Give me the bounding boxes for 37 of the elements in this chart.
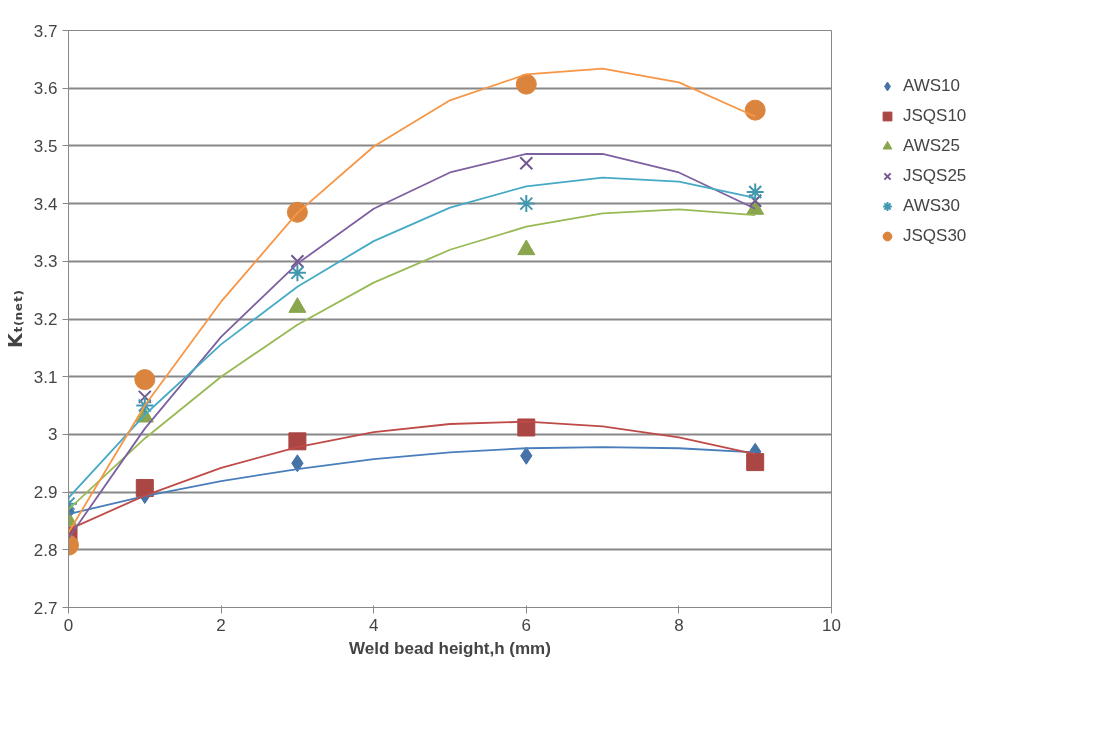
x-tick-label: 0 xyxy=(63,615,74,635)
x-tick-label: 6 xyxy=(521,615,532,635)
point xyxy=(744,99,766,121)
legend-label: JSQS10 xyxy=(903,106,968,126)
legend-label: AWS25 xyxy=(903,136,961,156)
y-tick-label: 3 xyxy=(48,425,58,445)
y-tick-label: 3.7 xyxy=(33,21,58,41)
point xyxy=(290,254,305,269)
point xyxy=(137,389,152,404)
point xyxy=(748,193,763,208)
x-axis-title: Weld bead height,h (mm) xyxy=(349,638,551,658)
legend-label: AWS10 xyxy=(903,76,961,96)
legend-label: JSQS30 xyxy=(903,226,968,246)
point xyxy=(135,396,155,416)
y-tick-label: 2.9 xyxy=(33,483,58,503)
y-tick-label: 2.7 xyxy=(33,598,58,618)
y-tick-label: 3.1 xyxy=(33,367,58,387)
y-tick-label: 3.2 xyxy=(33,310,58,329)
point xyxy=(746,453,765,472)
x-tick-label: 8 xyxy=(674,615,684,635)
x-tick-label: 4 xyxy=(368,615,379,635)
point xyxy=(515,73,537,95)
y-tick-label: 3.3 xyxy=(33,252,58,272)
point xyxy=(287,263,307,283)
y-tick-label: 2.8 xyxy=(33,540,58,560)
legend-label: AWS30 xyxy=(903,196,961,216)
y-tick-label: 3.5 xyxy=(33,136,58,156)
point xyxy=(134,369,156,391)
point xyxy=(745,182,765,202)
y-axis-title: Kₜ₍ₙₑₜ₎ xyxy=(3,289,26,349)
x-tick-label: 10 xyxy=(822,615,841,635)
point xyxy=(519,156,534,171)
x-tick-label: 2 xyxy=(216,615,226,635)
y-tick-label: 3.4 xyxy=(33,194,58,214)
y-tick-label: 3.6 xyxy=(33,79,58,99)
legend-label: JSQS25 xyxy=(903,166,968,186)
point xyxy=(516,194,536,214)
